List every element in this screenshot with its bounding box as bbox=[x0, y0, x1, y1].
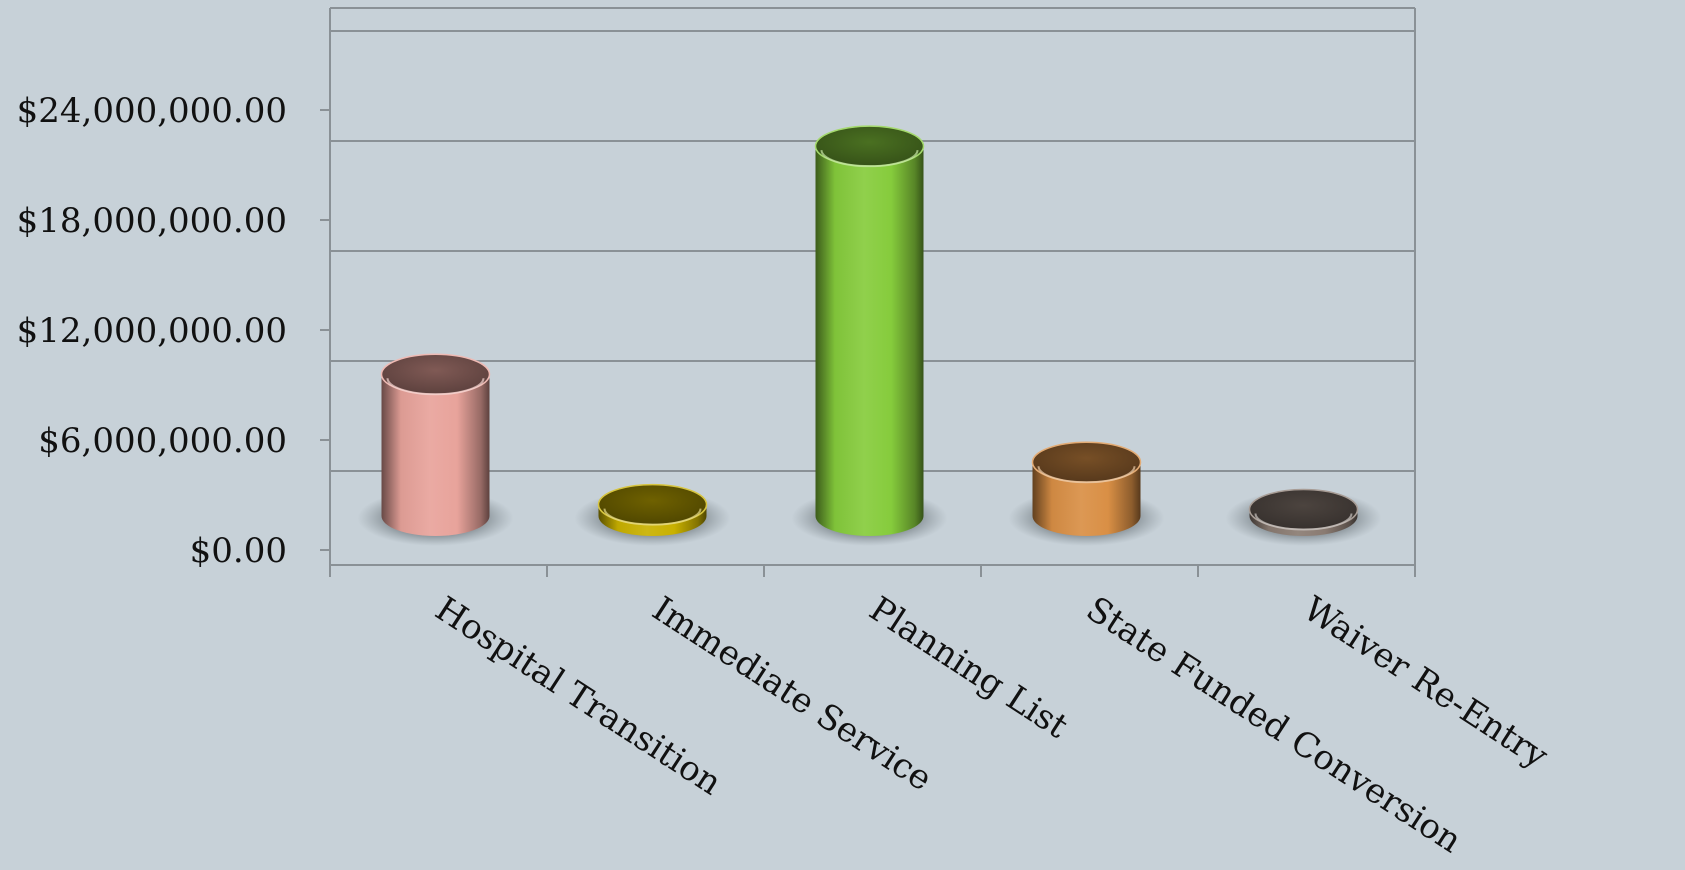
bar-body bbox=[815, 146, 924, 536]
y-tick-label: $12,000,000.00 bbox=[17, 311, 287, 351]
y-tick-label: $6,000,000.00 bbox=[38, 421, 287, 461]
y-tick-label: $0.00 bbox=[190, 531, 287, 571]
x-tick-label: State Funded Conversion bbox=[1079, 589, 1468, 861]
bar-body bbox=[1032, 462, 1141, 536]
y-tick-label: $24,000,000.00 bbox=[17, 91, 287, 131]
bar-highlight bbox=[1254, 513, 1353, 531]
bar-highlight bbox=[603, 508, 702, 526]
bar-body bbox=[381, 374, 490, 536]
bar-highlight bbox=[820, 150, 919, 168]
bar bbox=[574, 483, 731, 546]
x-tick-label: Planning List bbox=[862, 589, 1075, 747]
bar bbox=[1008, 441, 1165, 546]
bar bbox=[791, 125, 948, 546]
bar-highlight bbox=[386, 378, 485, 396]
bar bbox=[1225, 488, 1382, 546]
y-tick-label: $18,000,000.00 bbox=[17, 201, 287, 241]
y-axis: $0.00 $6,000,000.00 $12,000,000.00 $18,000,… bbox=[17, 8, 331, 571]
bars bbox=[357, 125, 1382, 546]
bar bbox=[357, 353, 514, 546]
bar-highlight bbox=[1037, 466, 1136, 484]
